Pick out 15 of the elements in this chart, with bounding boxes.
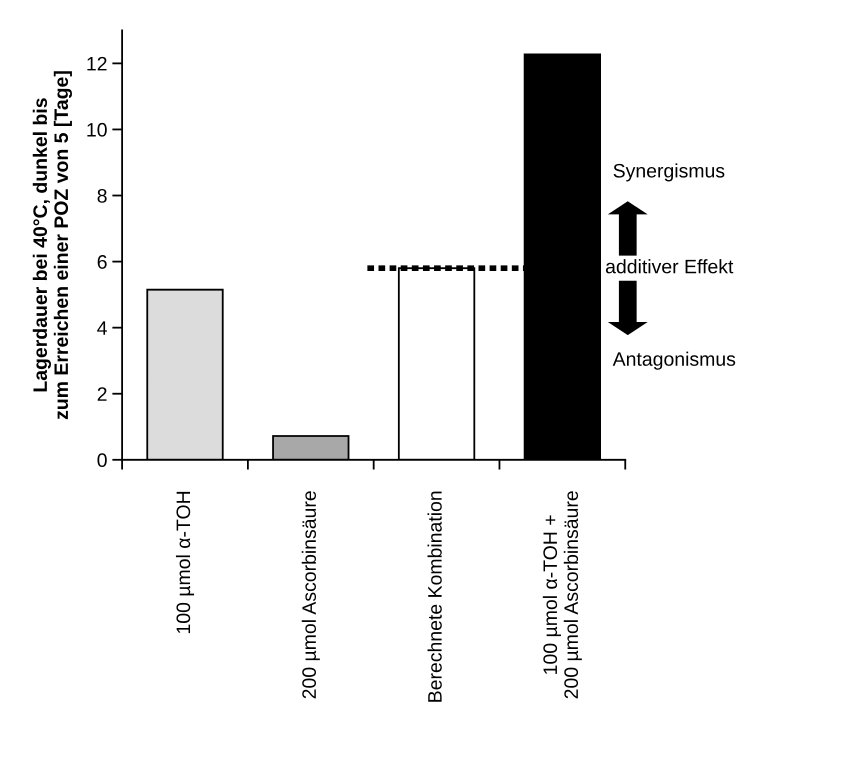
annotation: Synergismus [614,163,724,182]
y-tick-label: 4 [97,321,107,335]
x-tick-label: Berechnete Kombination [428,492,442,702]
ref-line-label: additiver Effekt [606,259,734,274]
y-tick-label: 8 [98,188,107,203]
y-tick-label: 2 [98,387,107,401]
y-axis-title: Lagerdauer bei 40°C, dunkel bis zum Erreichen einer POZ von 5 [Tage] [32,71,72,420]
x-tick-label: 200 µmol Ascorbinsäure [302,491,320,698]
x-tick-label: 100 µmol α-TOH + 200 µmol Ascorbinsäure [542,491,582,698]
y-tick-label: 12 [87,56,107,70]
y-tick-label: 10 [87,122,107,137]
annotation: Antagonismus [612,352,736,370]
y-tick-label: 0 [97,453,107,468]
x-tick-label: 100 µmol α-TOH [176,492,194,634]
y-tick-label: 6 [98,255,107,269]
